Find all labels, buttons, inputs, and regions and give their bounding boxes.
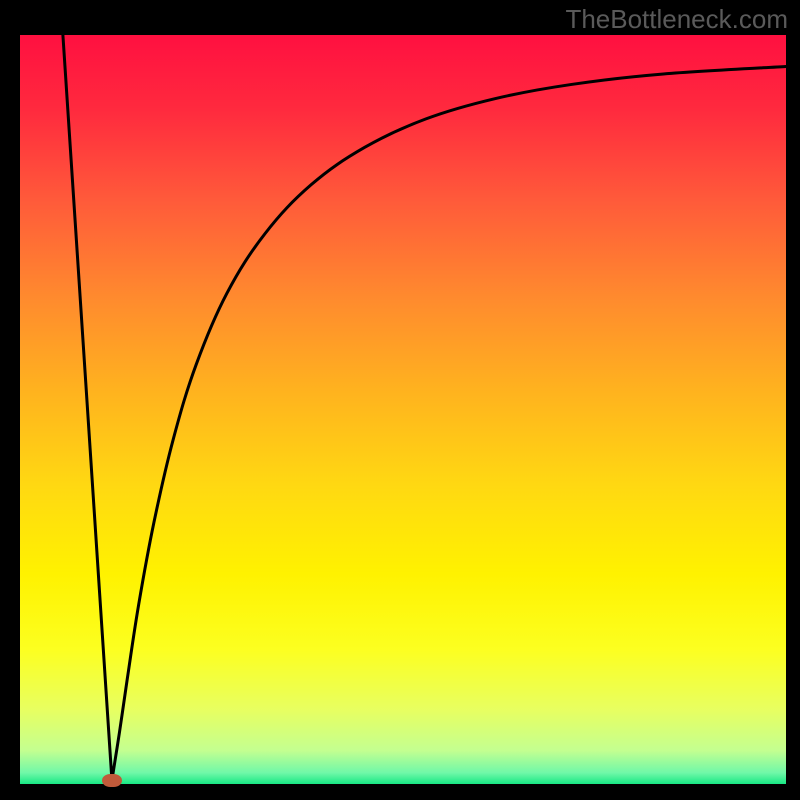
plot-area — [20, 35, 786, 784]
watermark-text: TheBottleneck.com — [565, 4, 788, 35]
bottleneck-curve — [20, 35, 786, 784]
dip-marker — [102, 774, 122, 787]
chart-frame: TheBottleneck.com — [0, 0, 800, 800]
